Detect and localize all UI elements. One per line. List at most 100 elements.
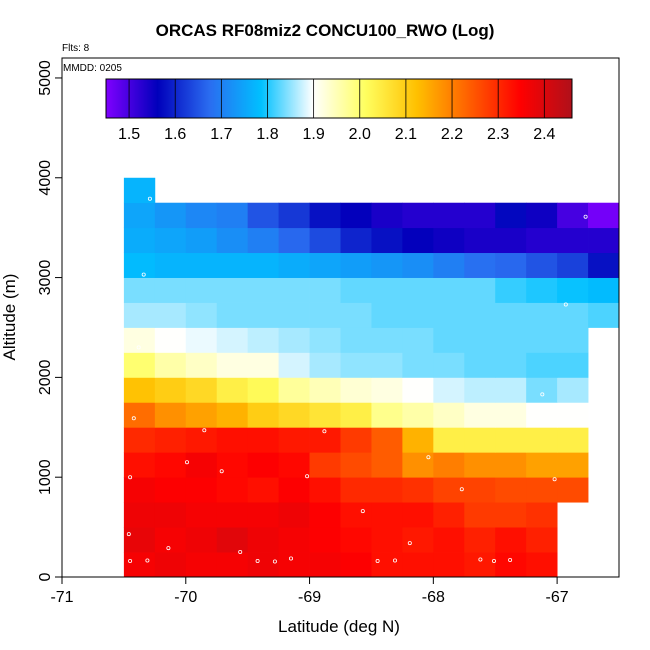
heatmap-cell — [526, 452, 558, 478]
sample-point — [583, 214, 588, 219]
y-axis: 0 1000 2000 3000 4000 5000 — [37, 60, 62, 581]
heatmap-cell — [247, 252, 280, 278]
y-axis-label: Altitude (m) — [0, 274, 19, 361]
heatmap-cell — [371, 377, 403, 403]
heatmap-cell — [588, 202, 620, 229]
sample-point — [540, 392, 545, 397]
heatmap-cell — [557, 452, 589, 478]
heatmap-cell — [433, 277, 465, 303]
heatmap-cell — [495, 277, 527, 303]
heatmap-cell — [557, 427, 589, 453]
heatmap-cell — [154, 552, 187, 578]
heatmap-cell — [495, 402, 527, 428]
sample-point — [184, 460, 189, 465]
heatmap-cell — [247, 427, 280, 453]
heatmap-cell — [402, 252, 434, 278]
heatmap-cell — [340, 352, 372, 378]
heatmap-cell — [402, 452, 434, 478]
heatmap-cell — [278, 527, 310, 553]
heatmap-cell — [402, 327, 434, 353]
heatmap-cell — [123, 427, 156, 453]
sample-point — [126, 532, 131, 537]
heatmap-cell — [495, 477, 527, 503]
colorbar: 1.5 1.6 1.7 1.8 1.9 2.0 2.1 2.2 2.3 2.4 — [105, 78, 573, 143]
heatmap-cell — [340, 327, 372, 353]
sample-point — [128, 559, 133, 564]
heatmap-cell — [154, 227, 187, 254]
heatmap-cell — [278, 252, 310, 278]
date-note: MMDD: 0205 — [63, 63, 122, 74]
heatmap-cell — [185, 552, 218, 578]
heatmap-cell — [216, 302, 249, 328]
heatmap-cell — [371, 427, 403, 453]
plot-area — [123, 177, 620, 578]
colorbar-tick-label: 2.1 — [395, 126, 417, 143]
heatmap-cell — [526, 277, 558, 303]
colorbar-tick-label: 2.3 — [487, 126, 509, 143]
y-tick-label: 1000 — [37, 459, 54, 495]
heatmap-cell — [526, 227, 558, 254]
sample-point — [288, 556, 293, 561]
sample-point — [272, 559, 277, 564]
heatmap-cell — [371, 352, 403, 378]
heatmap-cell — [340, 527, 372, 553]
heatmap-cell — [588, 252, 620, 278]
flights-note: Flts: 8 — [62, 43, 90, 54]
chart-title: ORCAS RF08miz2 CONCU100_RWO (Log) — [156, 21, 495, 40]
heatmap-cell — [371, 302, 403, 328]
heatmap-cell — [216, 427, 249, 453]
x-tick-label: -70 — [174, 589, 197, 606]
sample-point — [392, 558, 397, 563]
heatmap-cell — [309, 352, 341, 378]
sample-point — [305, 474, 310, 479]
heatmap-cell — [340, 377, 372, 403]
heatmap-cell — [588, 302, 620, 328]
heatmap-cell — [309, 502, 341, 528]
sample-point — [478, 557, 483, 562]
heatmap-cell — [433, 452, 465, 478]
heatmap-cell — [557, 252, 589, 278]
heatmap-cell — [526, 302, 558, 328]
colorbar-tick-label: 1.6 — [164, 126, 186, 143]
y-tick-label: 5000 — [37, 60, 54, 96]
y-tick-label: 4000 — [37, 160, 54, 196]
sample-point — [407, 541, 412, 546]
heatmap-cell — [526, 352, 558, 378]
heatmap-cell — [278, 452, 310, 478]
heatmap-cell — [495, 227, 527, 254]
heatmap-cell — [340, 452, 372, 478]
heatmap-cell — [371, 477, 403, 503]
heatmap-cell — [433, 252, 465, 278]
sample-point — [141, 272, 146, 277]
heatmap-cell — [247, 552, 280, 578]
heatmap-cell — [464, 452, 496, 478]
x-tick-label: -69 — [298, 589, 321, 606]
heatmap-cell — [402, 277, 434, 303]
heatmap-cell — [247, 352, 280, 378]
heatmap-cell — [154, 402, 187, 428]
heatmap-cell — [309, 477, 341, 503]
heatmap-cell — [309, 202, 341, 229]
sample-point — [131, 416, 136, 421]
heatmap-cell — [309, 552, 341, 578]
heatmap-cell — [185, 377, 218, 403]
heatmap-cell — [123, 252, 156, 278]
heatmap-cell — [402, 427, 434, 453]
heatmap-cell — [123, 377, 156, 403]
heatmap-cell — [216, 552, 249, 578]
colorbar-frame — [105, 78, 573, 119]
heatmap-cell — [340, 402, 372, 428]
heatmap-cell — [278, 302, 310, 328]
heatmap-cell — [216, 227, 249, 254]
heatmap-cell — [247, 402, 280, 428]
heatmap-cell — [464, 377, 496, 403]
x-tick-label: -71 — [50, 589, 73, 606]
heatmap-cell — [154, 302, 187, 328]
heatmap-cell — [371, 277, 403, 303]
heatmap-cell — [154, 452, 187, 478]
sample-point — [563, 302, 568, 307]
sample-point — [375, 559, 380, 564]
heatmap-cell — [247, 227, 280, 254]
heatmap-cell — [526, 402, 558, 428]
sample-point — [219, 469, 224, 474]
